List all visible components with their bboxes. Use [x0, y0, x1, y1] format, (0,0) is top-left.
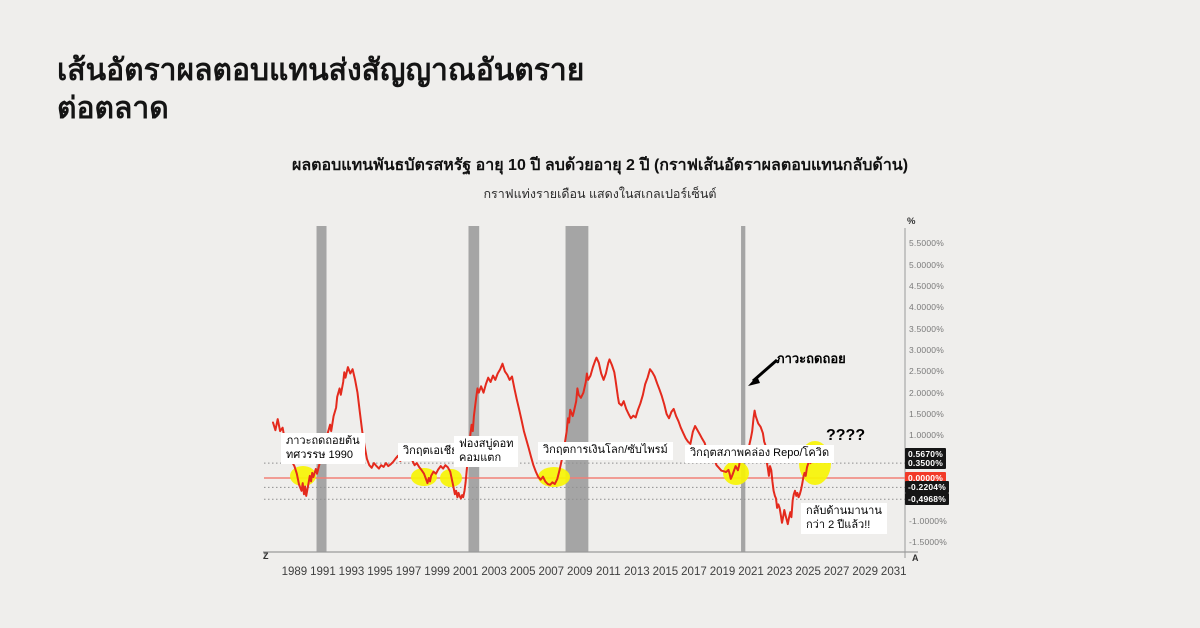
- recession-arrow-head: [748, 376, 760, 386]
- recession-band: [468, 226, 480, 552]
- page-title-line1: เส้นอัตราผลตอบแทนส่งสัญญาณอันตราย: [57, 54, 585, 87]
- chart-title: ผลตอบแทนพันธบัตรสหรัฐ อายุ 10 ปี ลบด้วยอ…: [291, 157, 909, 174]
- page-title-line2: ต่อตลาด: [57, 92, 169, 125]
- recession-band: [741, 226, 746, 552]
- recession-band: [316, 226, 327, 552]
- yield-spread-line: [272, 356, 817, 526]
- page-title: เส้นอัตราผลตอบแทนส่งสัญญาณอันตรายต่อตลาด: [57, 52, 584, 128]
- chart-subtitle: กราฟแท่งรายเดือน แสดงในสเกลเปอร์เซ็นต์: [483, 187, 717, 201]
- inversion-highlight: [723, 461, 749, 485]
